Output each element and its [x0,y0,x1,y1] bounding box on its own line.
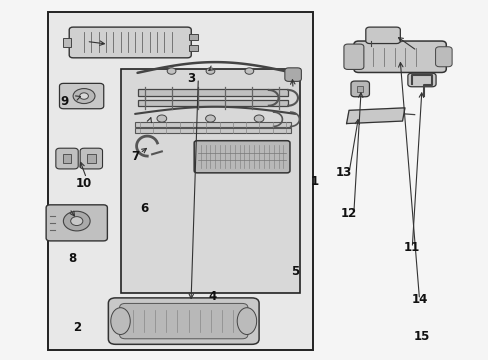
Ellipse shape [237,308,256,334]
Ellipse shape [205,115,215,122]
FancyBboxPatch shape [108,298,259,344]
Text: 1: 1 [310,175,318,188]
Text: 7: 7 [131,150,139,163]
Text: 6: 6 [141,202,149,215]
Bar [62,38,71,47]
Ellipse shape [73,89,95,104]
Bar [137,89,287,96]
Bar [137,100,287,107]
Text: 5: 5 [291,265,299,278]
Bar [189,45,198,51]
Text: 9: 9 [61,95,69,108]
FancyBboxPatch shape [194,141,289,173]
Text: 12: 12 [340,207,356,220]
FancyBboxPatch shape [343,44,363,69]
FancyBboxPatch shape [435,47,451,67]
FancyBboxPatch shape [350,81,369,97]
FancyBboxPatch shape [407,73,435,87]
FancyBboxPatch shape [353,41,446,72]
Bar [62,154,71,163]
FancyBboxPatch shape [60,84,103,109]
Text: 2: 2 [73,321,81,334]
Bar [135,128,290,133]
Text: 8: 8 [68,252,76,265]
Bar [357,86,363,92]
FancyBboxPatch shape [46,205,107,241]
FancyBboxPatch shape [69,27,191,58]
FancyBboxPatch shape [80,148,102,169]
Ellipse shape [167,68,176,74]
FancyBboxPatch shape [56,148,78,169]
Text: 4: 4 [208,289,217,303]
FancyBboxPatch shape [365,27,400,44]
Ellipse shape [63,211,90,231]
Bar [189,34,198,40]
Text: 15: 15 [413,330,429,343]
Bar [47,12,312,350]
FancyBboxPatch shape [285,68,301,81]
Ellipse shape [205,68,214,74]
Ellipse shape [111,308,130,334]
Ellipse shape [157,115,166,122]
Ellipse shape [254,115,264,122]
Text: 13: 13 [335,166,351,179]
Text: 14: 14 [410,293,427,306]
FancyBboxPatch shape [119,303,247,339]
Bar [120,69,300,293]
Text: 11: 11 [403,241,420,255]
Text: 10: 10 [76,177,92,190]
Ellipse shape [71,217,82,226]
Text: 3: 3 [186,72,195,85]
Ellipse shape [244,68,253,74]
Bar [87,154,96,163]
Polygon shape [346,108,404,123]
Ellipse shape [80,93,88,99]
Bar [135,122,290,127]
